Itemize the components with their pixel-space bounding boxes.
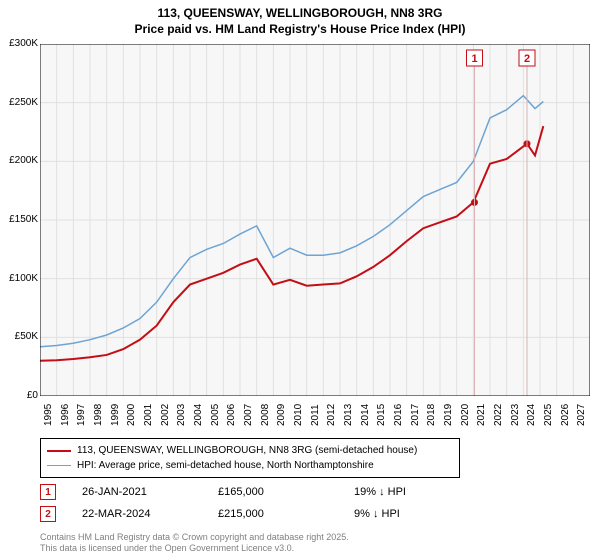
x-tick-label: 1996 bbox=[60, 404, 71, 426]
marker-number-box: 2 bbox=[40, 506, 56, 522]
x-tick-label: 2004 bbox=[193, 404, 204, 426]
y-tick-label: £0 bbox=[2, 390, 38, 401]
chart-container: 113, QUEENSWAY, WELLINGBOROUGH, NN8 3RG … bbox=[0, 0, 600, 560]
x-tick-label: 2022 bbox=[493, 404, 504, 426]
x-tick-label: 2012 bbox=[326, 404, 337, 426]
x-tick-label: 2015 bbox=[376, 404, 387, 426]
legend-swatch bbox=[47, 465, 71, 466]
legend-label: 113, QUEENSWAY, WELLINGBOROUGH, NN8 3RG … bbox=[77, 443, 417, 458]
x-tick-label: 2020 bbox=[460, 404, 471, 426]
x-tick-label: 2006 bbox=[226, 404, 237, 426]
footer-line1: Contains HM Land Registry data © Crown c… bbox=[40, 532, 349, 543]
x-tick-label: 2019 bbox=[443, 404, 454, 426]
footer-attribution: Contains HM Land Registry data © Crown c… bbox=[40, 532, 349, 554]
x-tick-label: 1998 bbox=[93, 404, 104, 426]
chart-svg: 12 bbox=[40, 44, 590, 396]
chart-title-line1: 113, QUEENSWAY, WELLINGBOROUGH, NN8 3RG bbox=[0, 0, 600, 22]
x-tick-label: 2007 bbox=[243, 404, 254, 426]
y-tick-label: £100K bbox=[2, 273, 38, 284]
marker-price: £215,000 bbox=[218, 508, 328, 520]
y-tick-label: £150K bbox=[2, 214, 38, 225]
x-tick-label: 2003 bbox=[176, 404, 187, 426]
x-tick-label: 2021 bbox=[476, 404, 487, 426]
x-tick-label: 2005 bbox=[210, 404, 221, 426]
x-tick-label: 2016 bbox=[393, 404, 404, 426]
marker-number-box: 1 bbox=[40, 484, 56, 500]
plot-area: 12 bbox=[40, 44, 590, 396]
x-tick-label: 2008 bbox=[260, 404, 271, 426]
footer-line2: This data is licensed under the Open Gov… bbox=[40, 543, 349, 554]
marker-date: 22-MAR-2024 bbox=[82, 508, 192, 520]
x-tick-label: 2010 bbox=[293, 404, 304, 426]
x-axis-labels: 1995 1996 1997 1998 1999 2000 2001 2002 2003 2004… bbox=[40, 398, 590, 434]
x-tick-label: 1997 bbox=[76, 404, 87, 426]
x-tick-label: 1999 bbox=[110, 404, 121, 426]
x-tick-label: 1995 bbox=[43, 404, 54, 426]
x-tick-label: 2018 bbox=[426, 404, 437, 426]
x-tick-label: 2026 bbox=[560, 404, 571, 426]
y-tick-label: £50K bbox=[2, 331, 38, 342]
legend-box: 113, QUEENSWAY, WELLINGBOROUGH, NN8 3RG … bbox=[40, 438, 460, 478]
x-tick-label: 2024 bbox=[526, 404, 537, 426]
marker-price: £165,000 bbox=[218, 486, 328, 498]
x-tick-label: 2027 bbox=[576, 404, 587, 426]
legend-swatch bbox=[47, 450, 71, 452]
x-tick-label: 2001 bbox=[143, 404, 154, 426]
marker-table: 1 26-JAN-2021 £165,000 19% ↓ HPI 2 22-MAR-202… bbox=[40, 478, 580, 522]
legend-label: HPI: Average price, semi-detached house,… bbox=[77, 458, 374, 473]
y-tick-label: £300K bbox=[2, 38, 38, 49]
marker-delta: 19% ↓ HPI bbox=[354, 486, 464, 498]
chart-title-line2: Price paid vs. HM Land Registry's House … bbox=[0, 22, 600, 38]
y-tick-label: £200K bbox=[2, 155, 38, 166]
x-tick-label: 2025 bbox=[543, 404, 554, 426]
x-tick-label: 2000 bbox=[126, 404, 137, 426]
marker-row: 1 26-JAN-2021 £165,000 19% ↓ HPI bbox=[40, 484, 580, 500]
marker-row: 2 22-MAR-2024 £215,000 9% ↓ HPI bbox=[40, 506, 580, 522]
x-tick-label: 2009 bbox=[276, 404, 287, 426]
x-tick-label: 2013 bbox=[343, 404, 354, 426]
svg-text:1: 1 bbox=[471, 53, 477, 65]
legend-item: HPI: Average price, semi-detached house,… bbox=[47, 458, 453, 473]
marker-date: 26-JAN-2021 bbox=[82, 486, 192, 498]
legend-item: 113, QUEENSWAY, WELLINGBOROUGH, NN8 3RG … bbox=[47, 443, 453, 458]
x-tick-label: 2002 bbox=[160, 404, 171, 426]
svg-text:2: 2 bbox=[524, 53, 530, 65]
x-tick-label: 2011 bbox=[310, 404, 321, 426]
x-tick-label: 2014 bbox=[360, 404, 371, 426]
y-tick-label: £250K bbox=[2, 97, 38, 108]
marker-delta: 9% ↓ HPI bbox=[354, 508, 464, 520]
x-tick-label: 2017 bbox=[410, 404, 421, 426]
x-tick-label: 2023 bbox=[510, 404, 521, 426]
